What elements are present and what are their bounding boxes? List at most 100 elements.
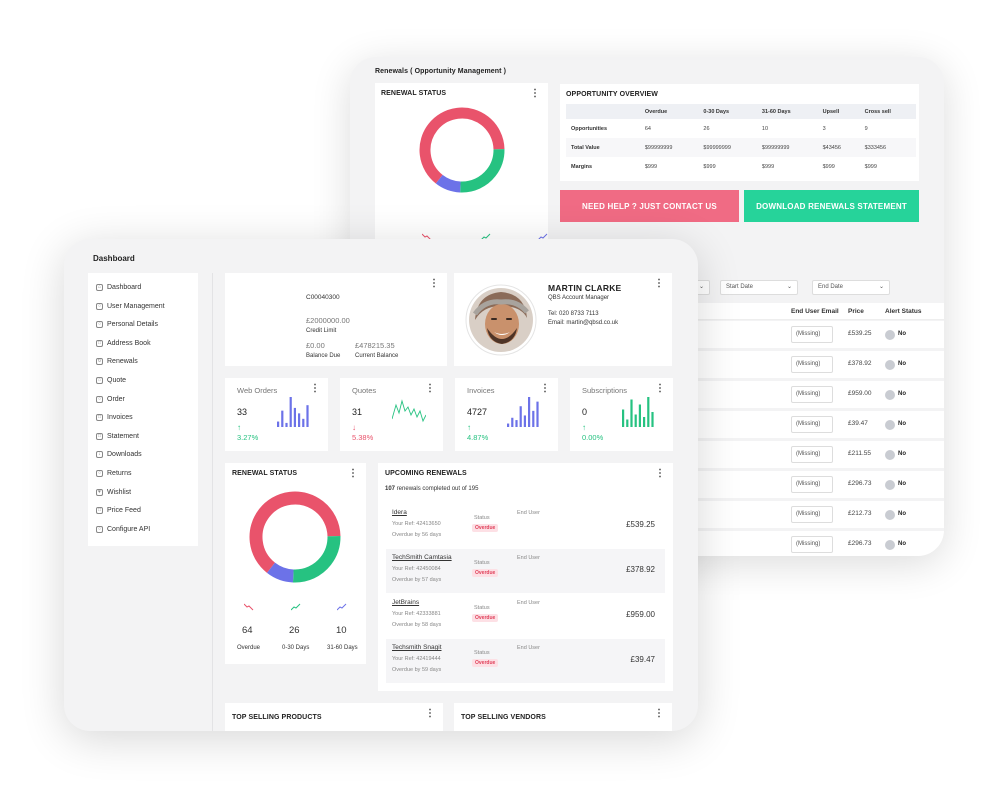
list-item[interactable]: TechSmith Camtasia Your Ref: 42450084 Over… [386, 549, 665, 593]
opportunity-table: Overdue 0-30 Days 31-60 Days Upsell Cros… [566, 104, 916, 176]
card-menu-icon[interactable]: ⋮ [654, 708, 664, 719]
table-row[interactable]: (Missing) £39.47 No [695, 411, 944, 438]
end-user-email-field[interactable]: (Missing) [791, 326, 833, 343]
sidebar-item-user-management[interactable]: ○ User Management [96, 302, 165, 310]
trend-up-icon [481, 233, 491, 241]
sidebar-item-returns[interactable]: ○ Returns [96, 470, 132, 477]
start-date-label: Start Date [726, 284, 754, 290]
list-item[interactable]: JetBrains Your Ref: 42333881 Overdue by 58… [386, 594, 665, 638]
card-menu-icon[interactable]: ⋮ [655, 383, 665, 394]
card-menu-icon[interactable]: ⋮ [654, 278, 664, 289]
sparkline-bar [634, 414, 637, 427]
sidebar-item-address-book[interactable]: □ Address Book [96, 339, 151, 347]
alert-toggle[interactable] [885, 360, 895, 370]
table-row[interactable]: (Missing) £211.55 No [695, 441, 944, 468]
sparkline-chart [277, 397, 309, 427]
statement-icon: □ [96, 432, 103, 440]
trend-up-icon [538, 233, 548, 241]
table-row[interactable]: (Missing) £212.73 No [695, 501, 944, 528]
end-user-email-field[interactable]: (Missing) [791, 356, 833, 373]
sidebar-item-configure-api[interactable]: ○ Configure API [96, 525, 150, 533]
alert-toggle[interactable] [885, 450, 895, 460]
card-menu-icon[interactable]: ⋮ [655, 468, 665, 479]
dashboard-icon: ⌂ [96, 284, 103, 291]
sidebar-item-dashboard[interactable]: ⌂ Dashboard [96, 284, 141, 291]
sidebar-item-statement[interactable]: □ Statement [96, 432, 139, 440]
card-menu-icon[interactable]: ⋮ [429, 278, 439, 289]
table-header-row: Overdue 0-30 Days 31-60 Days Upsell Cros… [566, 104, 916, 119]
alert-toggle[interactable] [885, 420, 895, 430]
web-orders-metric-card[interactable]: Web Orders ⋮ 33 ↑ 3.27% [225, 378, 328, 451]
column-header: 31-60 Days [756, 104, 818, 119]
end-user-email-field[interactable]: (Missing) [791, 386, 833, 403]
card-menu-icon[interactable]: ⋮ [348, 468, 358, 479]
column-header: Upsell [817, 104, 860, 119]
table-row[interactable]: (Missing) £539.25 No [695, 321, 944, 348]
list-item[interactable]: Techsmith Snagit Your Ref: 42419444 Overdu… [386, 639, 665, 683]
sidebar-item-quote[interactable]: ☆ Quote [96, 377, 126, 384]
end-user-email-field[interactable]: (Missing) [791, 506, 833, 523]
donut-slice-31-60-days [419, 107, 505, 193]
alert-toggle[interactable] [885, 390, 895, 400]
end-user-label: End User [517, 645, 540, 651]
table-cell: $333456 [859, 138, 916, 157]
sidebar-item-downloads[interactable]: ↓ Downloads [96, 451, 142, 459]
table-row[interactable]: (Missing) £378.92 No [695, 351, 944, 378]
returns-icon: ○ [96, 470, 103, 477]
end-date-select[interactable]: End Date ⌄ [812, 280, 890, 295]
subscriptions-metric-card[interactable]: Subscriptions ⋮ 0 ↑ 0.00% [570, 378, 673, 451]
alert-toggle[interactable] [885, 510, 895, 520]
end-user-email-field[interactable]: (Missing) [791, 416, 833, 433]
current-balance-label: Current Balance [355, 353, 399, 359]
column-header: 0-30 Days [698, 104, 757, 119]
sidebar-item-label: Wishlist [107, 488, 132, 496]
download-statement-button[interactable]: DOWNLOAD RENEWALS STATEMENT [744, 190, 919, 222]
sparkline-bar [281, 410, 284, 427]
start-date-select[interactable]: Start Date ⌄ [720, 280, 798, 295]
invoices-metric-card[interactable]: Invoices ⋮ 4727 ↑ 4.87% [455, 378, 558, 451]
table-row[interactable]: (Missing) £296.73 No [695, 531, 944, 556]
manager-email[interactable]: Email: martin@qbsd.co.uk [548, 320, 619, 326]
filter-dropdown[interactable]: ⌄ [695, 280, 710, 295]
row-price: £296.73 [848, 480, 872, 487]
trend-down-icon [422, 233, 432, 241]
metric-title: Quotes [352, 386, 377, 395]
table-cell: 26 [703, 125, 710, 132]
sidebar-item-price-feed[interactable]: □ Price Feed [96, 507, 141, 515]
product-link[interactable]: JetBrains [392, 599, 420, 606]
product-link[interactable]: Techsmith Snagit [392, 644, 442, 651]
card-menu-icon[interactable]: ⋮ [530, 88, 540, 99]
table-row[interactable]: (Missing) £959.00 No [695, 381, 944, 408]
product-link[interactable]: TechSmith Camtasia [392, 554, 452, 561]
alert-toggle[interactable] [885, 540, 895, 550]
alert-status: No [898, 331, 906, 337]
end-user-email-field[interactable]: (Missing) [791, 446, 833, 463]
list-item[interactable]: Idera Your Ref: 42413650 Overdue by 56 day… [386, 504, 665, 548]
card-menu-icon[interactable]: ⋮ [540, 383, 550, 394]
status-label: Status [474, 515, 490, 521]
sidebar-item-order[interactable]: ○ Order [96, 395, 125, 403]
contact-help-button[interactable]: NEED HELP ? JUST CONTACT US [560, 190, 739, 222]
sidebar-item-label: Renewals [107, 358, 138, 366]
card-menu-icon[interactable]: ⋮ [425, 383, 435, 394]
product-link[interactable]: Idera [392, 509, 407, 516]
end-user-email-field[interactable]: (Missing) [791, 476, 833, 493]
sidebar-item-renewals[interactable]: ↻ Renewals [96, 358, 138, 366]
chevron-down-icon: ⌄ [878, 284, 884, 290]
alert-toggle[interactable] [885, 330, 895, 340]
sparkline-bar [293, 407, 296, 427]
table-cell: $43456 [817, 138, 860, 157]
table-cell: 10 [761, 125, 769, 132]
alert-toggle[interactable] [885, 480, 895, 490]
quote-icon: ☆ [96, 377, 103, 384]
sidebar-item-invoices[interactable]: □ Invoices [96, 414, 133, 422]
sidebar-item-personal-details[interactable]: ○ Personal Details [96, 321, 158, 329]
end-user-email-field[interactable]: (Missing) [791, 536, 833, 553]
card-menu-icon[interactable]: ⋮ [310, 383, 320, 394]
wishlist-icon: ♥ [96, 488, 103, 496]
card-menu-icon[interactable]: ⋮ [425, 708, 435, 719]
sidebar-item-wishlist[interactable]: ♥ Wishlist [96, 488, 132, 496]
table-row[interactable]: (Missing) £296.73 No [695, 471, 944, 498]
manager-phone: Tel: 020 8733 7113 [548, 311, 599, 317]
quotes-metric-card[interactable]: Quotes ⋮ 31 ↓ 5.38% [340, 378, 443, 451]
